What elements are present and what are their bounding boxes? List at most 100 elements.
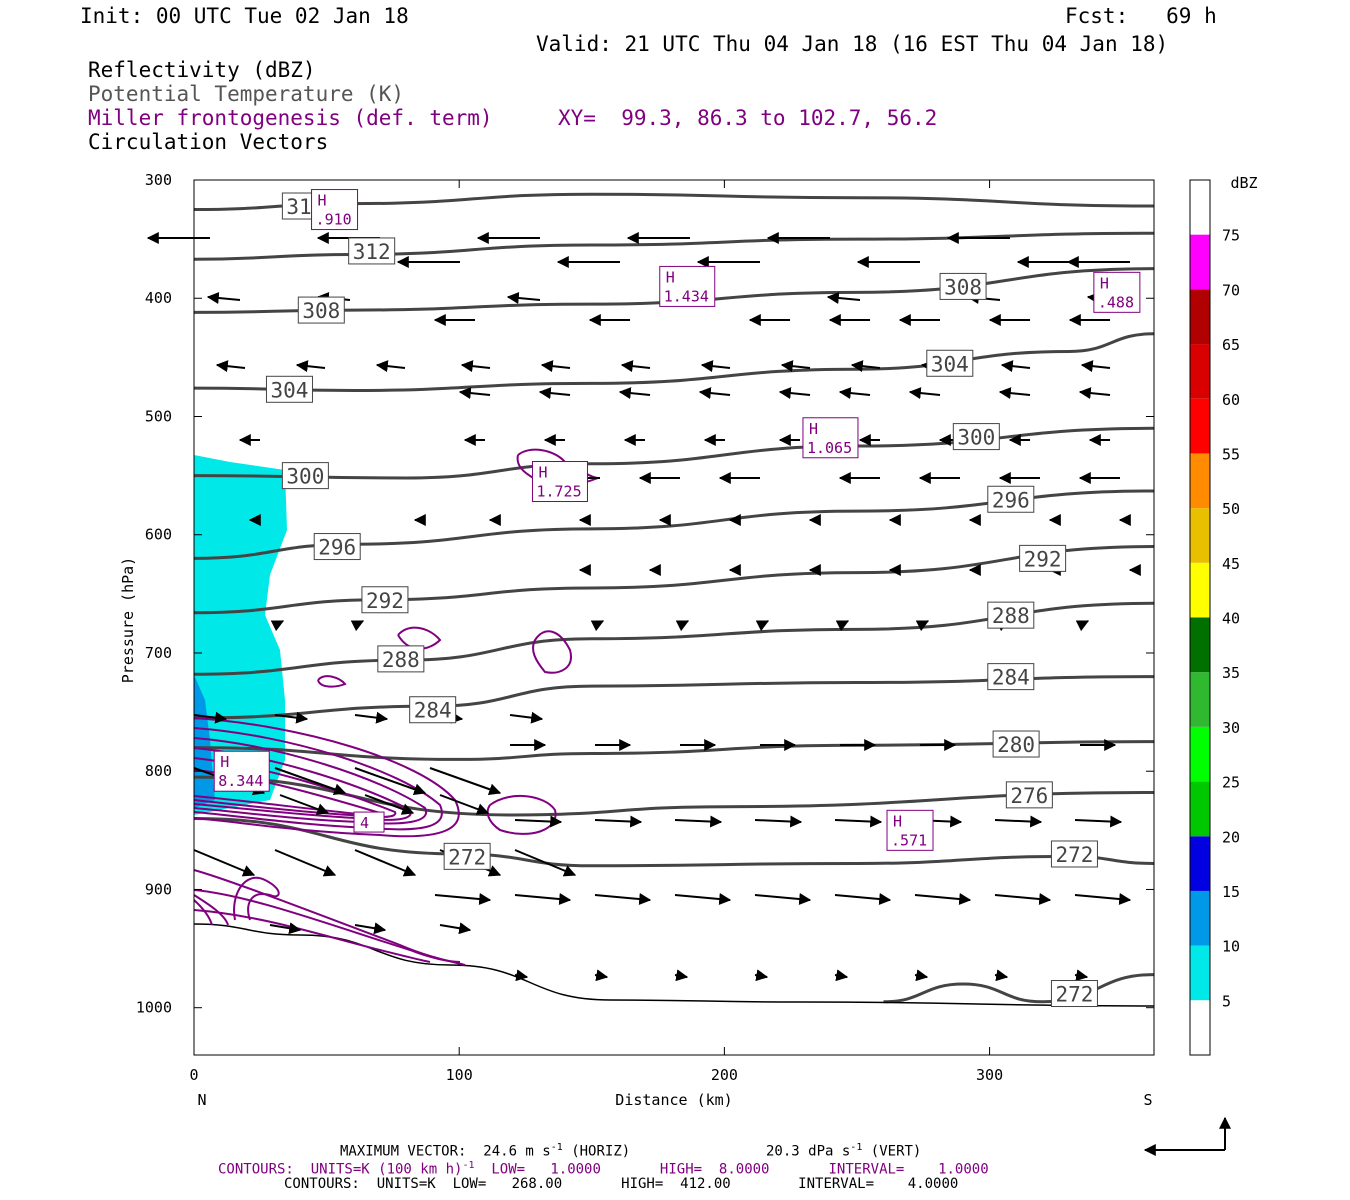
svg-text:1.065: 1.065 — [807, 439, 852, 457]
circulation-vector — [674, 815, 723, 828]
axes: 300 400 500 600 700 800 900 1000 0 100 200 300 — [136, 171, 1154, 1084]
y-tick-label: 400 — [145, 289, 172, 307]
frontogenesis-contour-16 — [193, 899, 213, 926]
colorbar-bin — [1190, 398, 1210, 454]
colorbar-tick-label: 10 — [1222, 938, 1240, 956]
frontogenesis-contour-12 — [193, 889, 461, 963]
theta-label-308-east: 308 — [939, 272, 987, 300]
colorbar-tick-label: 35 — [1222, 664, 1240, 682]
circulation-vector — [826, 292, 861, 304]
circulation-vector — [700, 360, 731, 373]
circulation-vector — [594, 893, 652, 905]
circulation-vector — [514, 849, 577, 877]
circulation-vector — [429, 767, 502, 796]
circulation-vector — [998, 387, 1031, 400]
colorbar-bin — [1190, 726, 1210, 782]
colorbar-bin — [1190, 508, 1210, 563]
svg-text:272: 272 — [1055, 843, 1093, 867]
svg-text:4: 4 — [360, 814, 369, 832]
svg-text:.910: .910 — [316, 211, 352, 229]
circulation-vector — [594, 969, 609, 982]
circulation-vector — [354, 711, 389, 724]
circulation-vector — [594, 815, 643, 828]
theta-contour-280 — [193, 740, 1155, 761]
circulation-vector — [915, 620, 930, 632]
svg-text:284: 284 — [992, 666, 1030, 690]
left-end-label: N — [197, 1091, 206, 1109]
colorbar-tick-label: 25 — [1222, 774, 1240, 792]
theta-label-284: 284 — [409, 696, 457, 724]
circulation-vector — [1080, 360, 1111, 373]
cross-section-xy: XY= 99.3, 86.3 to 102.7, 56.2 — [558, 106, 938, 130]
frontogenesis-contour-1 — [193, 727, 443, 831]
y-tick-label: 300 — [145, 171, 172, 189]
colorbar-bin — [1190, 234, 1210, 290]
circulation-vector — [754, 893, 812, 905]
circulation-vector — [295, 360, 326, 373]
circulation-vector — [1074, 893, 1132, 905]
colorbar-bin — [1190, 672, 1210, 727]
circulation-vector — [618, 387, 651, 400]
colorbar-tick-label: 55 — [1222, 445, 1240, 463]
theta-label-272: 272 — [1050, 980, 1098, 1008]
circulation-vector — [279, 794, 330, 815]
init-text: Init: 00 UTC Tue 02 Jan 18 — [80, 4, 409, 28]
circulation-vector — [834, 815, 883, 828]
circulation-vector — [1074, 969, 1089, 982]
svg-text:308: 308 — [302, 299, 340, 323]
colorbar-tick-label: 75 — [1222, 227, 1240, 245]
circulation-vector — [755, 620, 770, 632]
colorbar-tick-label: 45 — [1222, 555, 1240, 573]
svg-text:272: 272 — [1055, 983, 1093, 1007]
svg-text:288: 288 — [992, 604, 1030, 628]
svg-text:H: H — [893, 812, 902, 830]
forecast-hour: Fcst: 69 h — [1065, 4, 1217, 28]
circulation-vector — [780, 360, 811, 373]
circulation-vector — [350, 620, 365, 632]
circulation-vector — [354, 922, 387, 935]
theta-label-272: 272 — [443, 842, 491, 870]
svg-text:H: H — [809, 420, 818, 438]
theta-label-296-east: 296 — [987, 485, 1035, 513]
frontogenesis-contour-13 — [193, 909, 431, 963]
circulation-vector — [269, 922, 302, 935]
svg-text:300: 300 — [286, 465, 324, 489]
circulation-vector — [838, 387, 871, 400]
circulation-vector — [914, 969, 929, 982]
x-tick-label: 0 — [189, 1066, 198, 1084]
circulation-vector — [835, 620, 850, 632]
svg-text:.488: .488 — [1098, 293, 1134, 311]
colorbar-tick-label: 70 — [1222, 281, 1240, 299]
theta-label-312: 312 — [348, 237, 396, 265]
theta-contour-284 — [193, 675, 1155, 720]
y-tick-label: 900 — [145, 880, 172, 898]
circulation-vector — [914, 893, 972, 905]
theta-label-292: 292 — [361, 586, 409, 614]
frontogenesis-max-label: H1.725 — [531, 461, 588, 503]
circulation-vector — [590, 620, 605, 632]
colorbar-bin — [1190, 344, 1210, 399]
theta-label-276: 276 — [1005, 781, 1053, 809]
circulation-vector — [1078, 387, 1111, 400]
svg-text:276: 276 — [1010, 784, 1048, 808]
svg-text:292: 292 — [366, 589, 404, 613]
footer-theta-contours: CONTOURS: UNITS=K LOW= 268.00 HIGH= 412.… — [284, 1176, 959, 1192]
terrain-surface-line — [193, 923, 1155, 1007]
frontogenesis-max-label: H1.434 — [659, 265, 716, 307]
colorbar-tick-label: 65 — [1222, 336, 1240, 354]
frontogenesis-contour-4 — [193, 757, 397, 818]
theta-label-288: 288 — [377, 645, 425, 673]
frontogenesis-contour-15 — [193, 894, 229, 926]
circulation-vector — [850, 360, 881, 373]
colorbar-frame — [1189, 179, 1211, 1056]
colorbar-bin — [1190, 945, 1210, 1001]
circulation-vector — [1075, 620, 1090, 632]
svg-text:H: H — [220, 753, 229, 771]
circulation-vector — [458, 387, 491, 400]
x-tick-label: 200 — [711, 1066, 738, 1084]
circulation-vector — [206, 292, 241, 304]
colorbar-tick-label: 20 — [1222, 828, 1240, 846]
circulation-vector — [620, 360, 651, 373]
reflectivity-10dbz-area — [194, 675, 215, 808]
